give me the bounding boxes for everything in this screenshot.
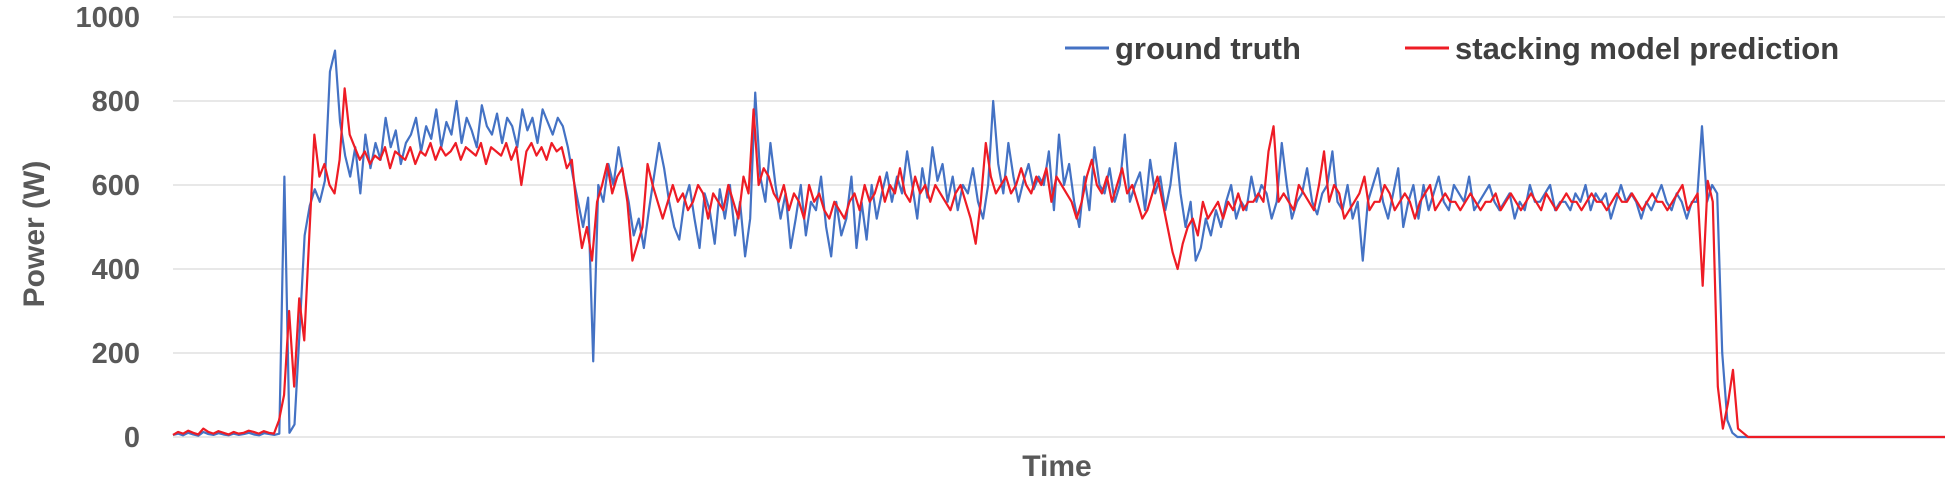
y-tick-label: 800 (92, 86, 140, 118)
y-tick-label: 600 (92, 170, 140, 202)
legend: ground truth stacking model prediction (1065, 31, 1839, 66)
y-tick-label: 1000 (75, 2, 140, 34)
y-tick-label: 400 (92, 254, 140, 286)
prediction-line (172, 87, 1945, 439)
series-lines (172, 49, 1945, 439)
x-axis-title: Time (1022, 450, 1091, 483)
legend-label-0: ground truth (1115, 31, 1301, 66)
y-tick-label: 200 (92, 338, 140, 370)
legend-label-1: stacking model prediction (1455, 31, 1839, 66)
gridlines (173, 16, 1945, 438)
y-tick-label: 0 (124, 422, 140, 454)
y-axis-title: Power (W) (18, 161, 51, 308)
ground-truth-line (172, 49, 1945, 439)
y-axis-ticks: 0 200 400 600 800 1000 (75, 2, 140, 454)
